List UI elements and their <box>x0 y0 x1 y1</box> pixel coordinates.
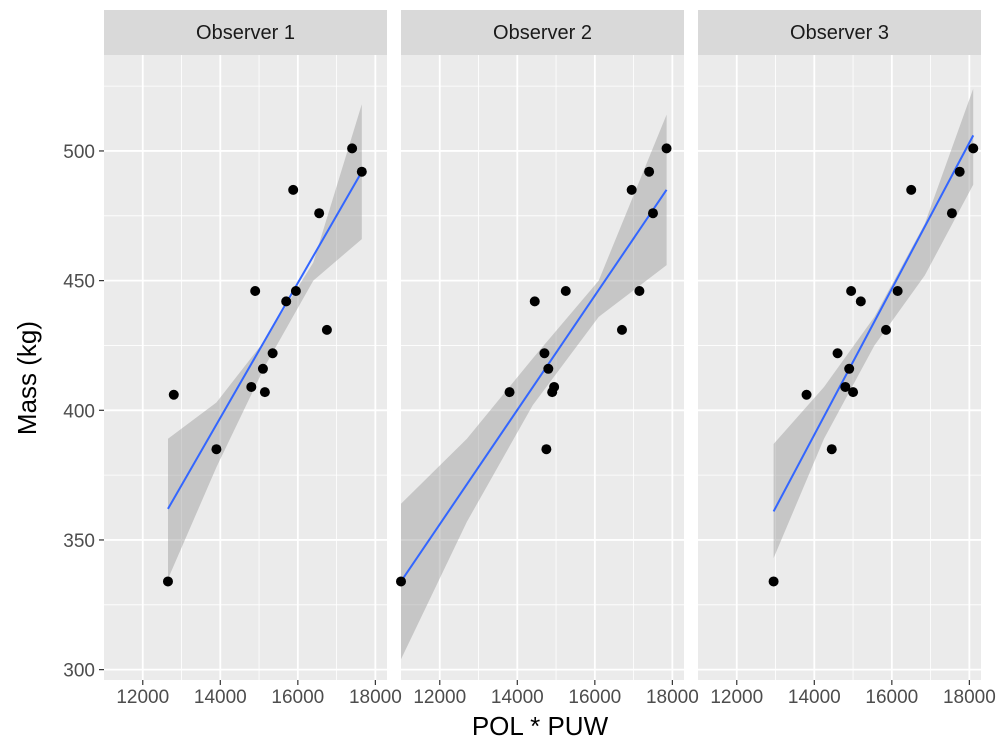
data-point <box>396 576 406 587</box>
data-point <box>539 348 550 359</box>
x-axis-title: POL * PUW <box>472 711 609 741</box>
data-point <box>257 363 268 374</box>
data-point <box>954 166 965 177</box>
x-tick-label: 12000 <box>116 687 169 708</box>
data-point <box>168 389 179 400</box>
data-point <box>281 296 292 307</box>
y-tick-label: 300 <box>63 661 95 682</box>
data-point <box>626 184 637 195</box>
data-point <box>543 363 554 374</box>
data-point <box>549 381 560 392</box>
data-point <box>529 296 540 307</box>
data-point <box>211 444 222 455</box>
x-tick-label: 18000 <box>943 687 996 708</box>
data-point <box>906 184 917 195</box>
panel-background <box>104 55 387 680</box>
facet-panel: Observer 2 12000 14000 16000 18000 <box>396 10 699 708</box>
facet-strip <box>104 10 387 55</box>
x-tick-label: 18000 <box>646 687 699 708</box>
data-point <box>267 348 278 359</box>
x-tick-label: 16000 <box>568 687 621 708</box>
panel-background <box>401 55 684 680</box>
x-tick-label: 18000 <box>349 687 402 708</box>
x-tick-label: 16000 <box>271 687 324 708</box>
data-point <box>946 208 957 219</box>
data-point <box>892 285 903 296</box>
fit-line <box>167 171 363 510</box>
data-point <box>356 166 367 177</box>
data-point <box>616 324 627 335</box>
data-point <box>881 324 892 335</box>
data-point <box>801 389 812 400</box>
data-point <box>768 576 779 587</box>
data-point <box>644 166 655 177</box>
panel-background <box>698 55 981 680</box>
facet-strip <box>698 10 981 55</box>
data-point <box>968 143 979 154</box>
data-point <box>246 381 257 392</box>
x-tick-label: 12000 <box>413 687 466 708</box>
facet-strip <box>401 10 684 55</box>
data-point <box>661 143 672 154</box>
data-point <box>832 348 843 359</box>
data-point <box>347 143 358 154</box>
y-tick-label: 500 <box>63 142 95 163</box>
data-point <box>840 381 851 392</box>
data-point <box>848 387 859 398</box>
x-tick-label: 12000 <box>710 687 763 708</box>
facet-strip-label: Observer 2 <box>493 22 592 44</box>
data-point <box>560 285 571 296</box>
facet-panel: Observer 1 12000 14000 16000 18000 <box>104 10 402 708</box>
data-point <box>826 444 837 455</box>
x-tick-label: 14000 <box>194 687 247 708</box>
data-point <box>250 285 261 296</box>
x-tick-label: 16000 <box>865 687 918 708</box>
data-point <box>541 444 552 455</box>
facet-strip-label: Observer 3 <box>790 22 889 44</box>
data-point <box>321 324 332 335</box>
y-tick-label: 400 <box>63 401 95 422</box>
y-tick-label: 350 <box>63 531 95 552</box>
y-tick-label: 450 <box>63 272 95 293</box>
data-point <box>647 208 658 219</box>
fit-line <box>772 134 975 512</box>
data-point <box>846 285 857 296</box>
x-tick-label: 14000 <box>491 687 544 708</box>
fit-line <box>400 189 668 583</box>
data-point <box>314 208 325 219</box>
data-point <box>290 285 301 296</box>
y-axis-title: Mass (kg) <box>12 321 42 435</box>
data-point <box>634 285 645 296</box>
data-point <box>504 387 515 398</box>
data-point <box>259 387 270 398</box>
y-axis: 300 350 400 450 500 <box>63 142 104 682</box>
data-point <box>855 296 866 307</box>
data-point <box>844 363 855 374</box>
data-point <box>162 576 173 587</box>
facet-strip-label: Observer 1 <box>196 22 295 44</box>
data-point <box>288 184 299 195</box>
facet-panel: Observer 3 12000 14000 16000 18000 <box>698 10 996 708</box>
x-tick-label: 14000 <box>788 687 841 708</box>
